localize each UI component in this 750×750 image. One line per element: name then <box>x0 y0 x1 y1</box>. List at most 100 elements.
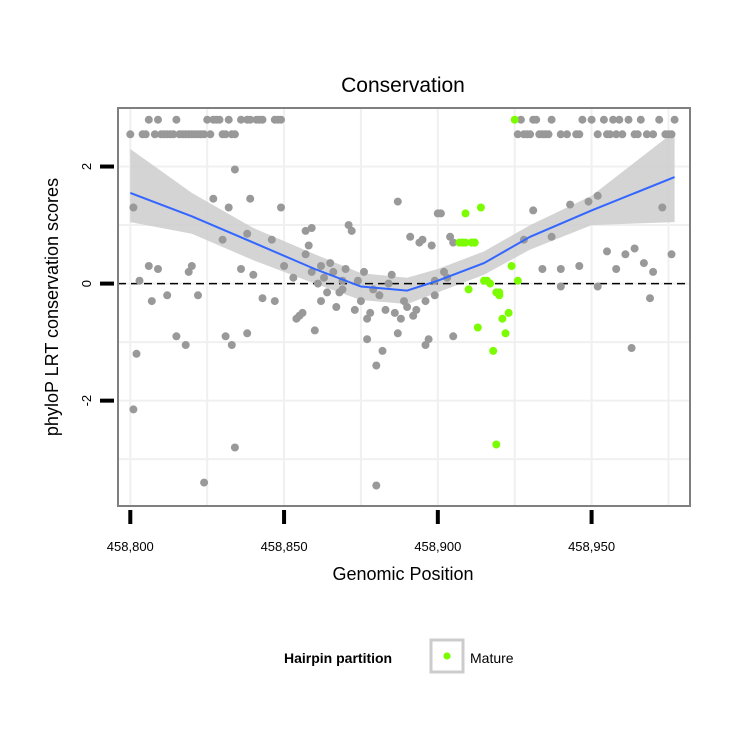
y-tick-label: 0 <box>79 280 94 287</box>
data-point-other <box>400 297 408 306</box>
legend-label-mature: Mature <box>470 650 514 666</box>
data-point-other <box>154 265 162 273</box>
data-point-other <box>384 279 393 288</box>
data-point-other <box>221 332 230 341</box>
y-axis-title: phyloP LRT conservation scores <box>42 178 62 436</box>
data-point-other <box>237 265 245 273</box>
data-point-other <box>526 130 535 139</box>
data-point-other <box>126 130 135 139</box>
data-point-other <box>301 250 310 259</box>
data-point-other <box>203 115 212 124</box>
data-point-other <box>621 250 630 259</box>
data-point-other <box>187 262 196 270</box>
data-point-other <box>587 115 596 124</box>
data-point-other <box>646 294 654 303</box>
data-point-other <box>381 305 390 314</box>
data-point-other <box>421 297 430 306</box>
data-point-other <box>246 194 255 203</box>
data-point-mature <box>498 314 507 323</box>
data-point-mature <box>504 308 513 317</box>
data-point-other <box>563 130 571 139</box>
data-point-other <box>350 305 359 314</box>
data-point-other <box>246 115 255 124</box>
data-point-other <box>154 115 162 124</box>
data-point-other <box>593 282 602 291</box>
data-point-other <box>366 308 375 317</box>
data-point-other <box>249 270 258 279</box>
data-point-other <box>603 247 611 256</box>
data-point-other <box>612 130 621 139</box>
data-point-other <box>194 291 202 300</box>
data-point-other <box>387 270 396 279</box>
data-point-other <box>326 259 335 268</box>
data-point-other <box>317 297 325 306</box>
data-point-other <box>209 194 218 203</box>
data-point-other <box>642 130 651 139</box>
data-point-other <box>618 130 627 139</box>
data-point-other <box>227 341 236 349</box>
data-point-other <box>224 115 233 124</box>
smooth-trend-line <box>129 176 675 292</box>
data-point-other <box>289 273 298 282</box>
data-point-other <box>427 241 436 250</box>
x-tick-label: 458,800 <box>107 539 154 554</box>
panel-border <box>117 107 691 507</box>
data-point-other <box>624 115 633 124</box>
data-point-other <box>627 344 636 352</box>
data-point-mature <box>458 238 467 247</box>
legend: Hairpin partition Mature <box>284 638 514 674</box>
data-point-other <box>313 279 322 288</box>
data-point-other <box>200 478 209 487</box>
data-point-other <box>556 282 565 291</box>
data-point-other <box>449 238 458 247</box>
data-point-other <box>169 130 178 139</box>
data-point-other <box>129 405 138 414</box>
data-point-other <box>575 130 584 139</box>
data-point-other <box>516 115 525 124</box>
data-point-other <box>129 203 138 212</box>
data-point-other <box>409 311 418 320</box>
data-point-other <box>144 262 153 270</box>
data-point-other <box>184 267 193 276</box>
data-point-other <box>655 115 664 124</box>
data-point-other <box>277 115 285 124</box>
data-point-other <box>547 232 556 241</box>
data-point-other <box>606 130 614 139</box>
data-point-other <box>230 165 239 174</box>
data-point-mature <box>513 276 522 285</box>
data-point-other <box>412 305 421 314</box>
data-point-other <box>658 203 667 212</box>
data-point-other <box>615 115 624 124</box>
data-point-other <box>630 244 639 253</box>
data-point-other <box>237 115 245 124</box>
data-point-other <box>132 349 141 358</box>
data-point-other <box>332 303 341 311</box>
data-point-other <box>393 197 402 206</box>
data-point-other <box>163 291 172 300</box>
data-point-other <box>144 115 153 124</box>
data-point-other <box>329 267 338 276</box>
data-point-other <box>304 241 313 250</box>
data-point-other <box>575 262 584 270</box>
data-point-other <box>356 297 365 306</box>
other-points <box>126 115 679 490</box>
data-point-other <box>390 308 399 317</box>
data-point-mature <box>476 203 485 212</box>
data-point-other <box>341 265 350 273</box>
legend-key-mature-point <box>443 652 451 660</box>
data-point-other <box>418 235 427 244</box>
data-point-mature <box>473 323 482 332</box>
data-point-other <box>430 291 439 300</box>
data-point-mature <box>510 115 519 124</box>
data-point-mature <box>489 346 498 355</box>
y-tick-label: 2 <box>79 163 94 170</box>
data-point-other <box>375 291 384 300</box>
data-point-other <box>298 308 307 317</box>
data-point-other <box>372 361 381 370</box>
data-point-other <box>403 303 412 311</box>
data-point-other <box>633 130 642 139</box>
data-point-mature <box>501 329 510 338</box>
data-point-other <box>353 276 362 285</box>
data-point-other <box>310 326 319 335</box>
